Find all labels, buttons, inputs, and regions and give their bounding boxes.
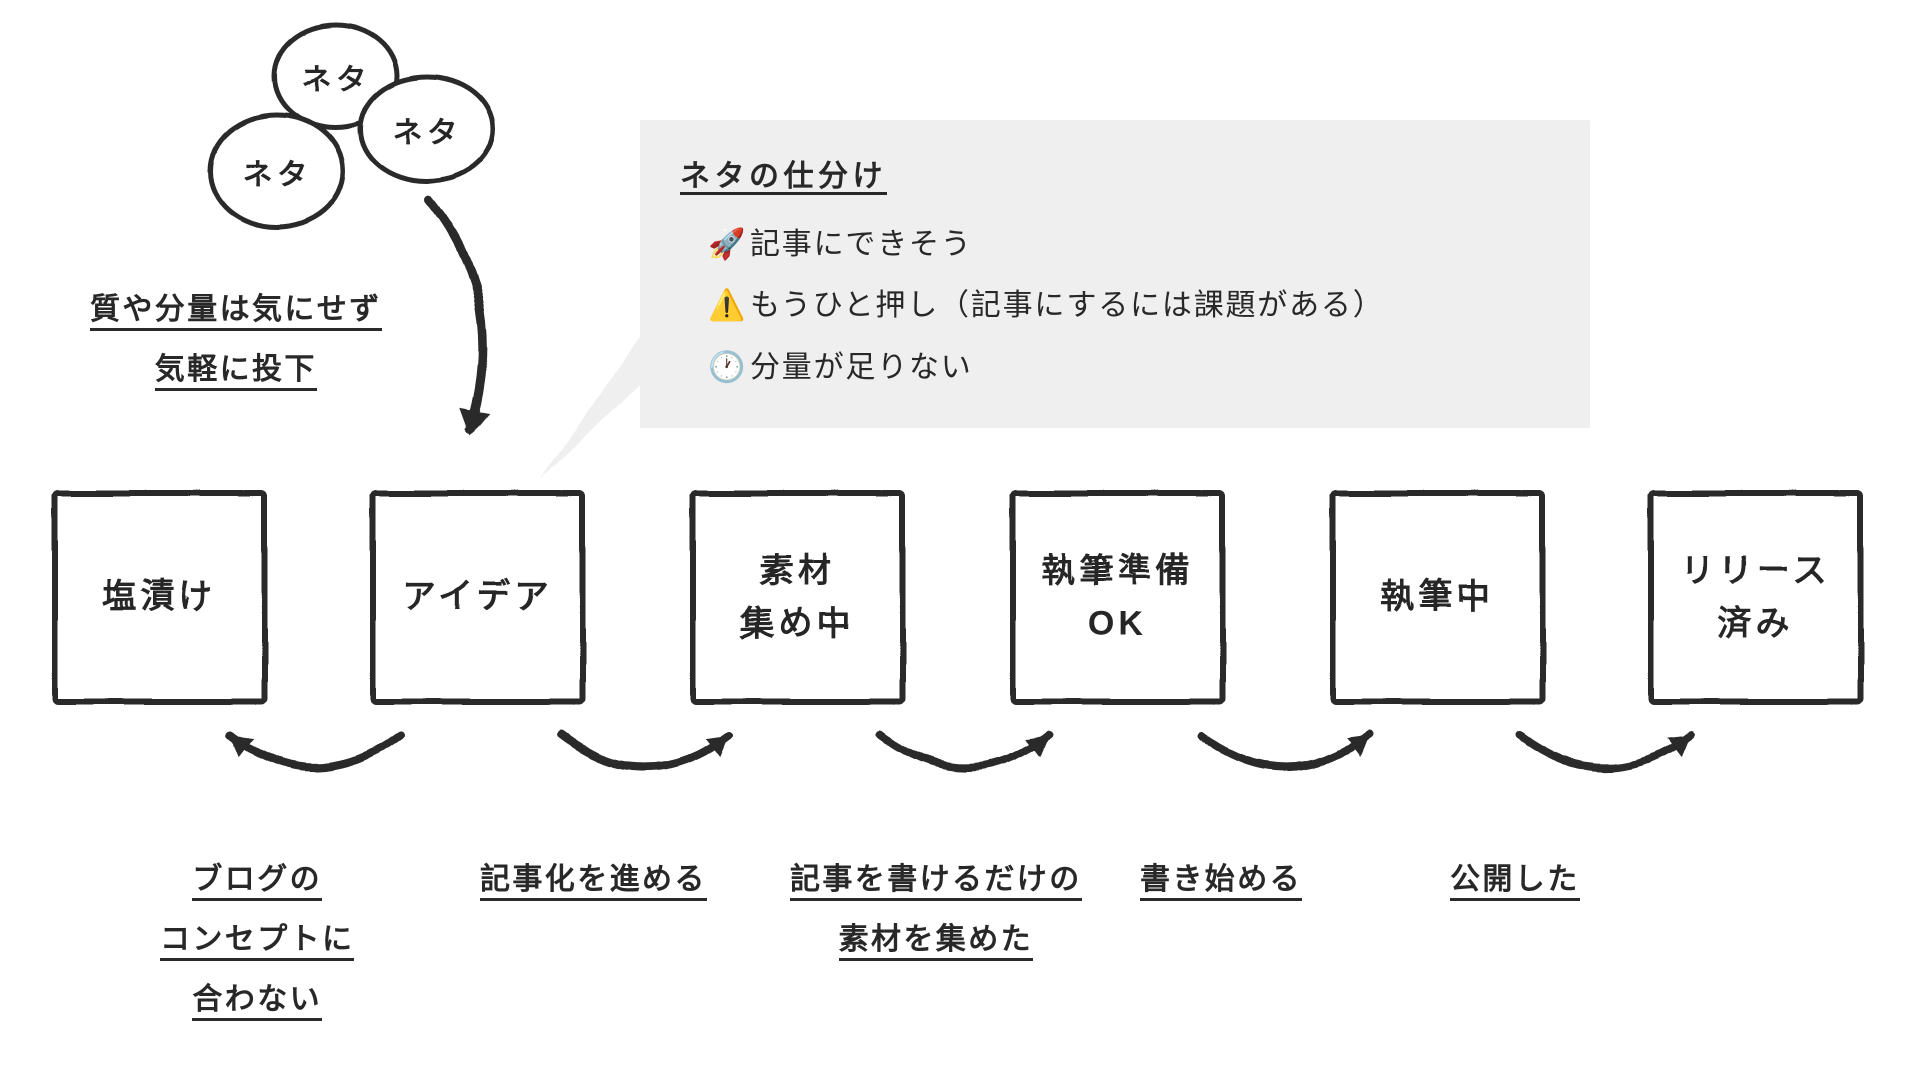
legend-box: ネタの仕分け 🚀記事にできそう⚠️もうひと押し（記事にするには課題がある）🕐分量… [640, 120, 1590, 428]
top-caption: 質や分量は気にせず気軽に投下 [90, 280, 382, 400]
flow-caption: 記事化を進める [480, 850, 707, 910]
stage-box-label: アイデア [402, 571, 553, 624]
flow-caption-line: 公開した [1450, 863, 1580, 901]
flow-caption-line: 記事化を進める [480, 863, 707, 901]
stage-box-label: 塩漬け [102, 571, 216, 624]
stage-box-label: リリース済み [1680, 545, 1831, 650]
legend-item-text: 分量が足りない [750, 351, 973, 384]
legend-item: 🚀記事にできそう [680, 214, 1550, 276]
stage-box-writing: 執筆中 [1330, 490, 1545, 705]
stage-box-idea: アイデア [370, 490, 585, 705]
stage-box-label: 素材集め中 [740, 545, 854, 650]
flow-caption-line: 記事を書けるだけの [790, 863, 1082, 901]
top-caption-line: 質や分量は気にせず [90, 293, 382, 331]
stage-box-shiozuke: 塩漬け [52, 490, 267, 705]
top-caption-line: 気軽に投下 [155, 353, 317, 391]
stage-box-sozai: 素材集め中 [690, 490, 905, 705]
legend-item-text: 記事にできそう [750, 228, 973, 261]
legend-item-icon: 🚀 [708, 214, 750, 276]
flow-caption: 記事を書けるだけの素材を集めた [790, 850, 1082, 970]
legend-item-icon: 🕐 [708, 337, 750, 399]
stage-box-label: 執筆準備OK [1041, 545, 1193, 650]
neta-bubble-label: ネタ [243, 149, 312, 193]
legend-item-text: もうひと押し（記事にするには課題がある） [750, 289, 1385, 322]
stage-box-released: リリース済み [1648, 490, 1863, 705]
legend-title: ネタの仕分け [680, 146, 1550, 208]
legend-item: ⚠️もうひと押し（記事にするには課題がある） [680, 275, 1550, 337]
stage-box-label: 執筆中 [1380, 571, 1494, 624]
flow-caption-line: コンセプトに [160, 923, 354, 961]
neta-bubble: ネタ [208, 112, 346, 230]
neta-bubble-label: ネタ [302, 54, 371, 98]
diagram-canvas: ネタネタネタ 質や分量は気にせず気軽に投下 ネタの仕分け 🚀記事にできそう⚠️も… [0, 0, 1920, 1080]
flow-caption-line: 合わない [192, 983, 322, 1021]
flow-caption-line: ブログの [192, 863, 322, 901]
flow-caption: 書き始める [1140, 850, 1302, 910]
flow-caption: 公開した [1450, 850, 1580, 910]
neta-bubble: ネタ [358, 74, 496, 184]
flow-caption-line: 書き始める [1140, 863, 1302, 901]
legend-item: 🕐分量が足りない [680, 337, 1550, 399]
flow-caption: ブログのコンセプトに合わない [160, 850, 354, 1030]
neta-bubble-label: ネタ [393, 107, 462, 151]
flow-caption-line: 素材を集めた [839, 923, 1033, 961]
legend-item-icon: ⚠️ [708, 275, 750, 337]
stage-box-prep: 執筆準備OK [1010, 490, 1225, 705]
